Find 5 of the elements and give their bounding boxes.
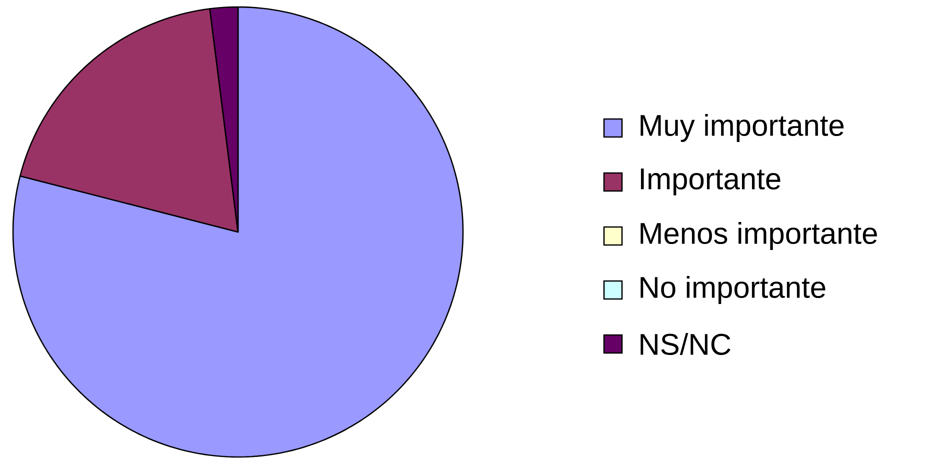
legend-label: Importante xyxy=(640,168,780,196)
legend-label: NS/NC xyxy=(640,332,730,356)
legend-label: No importante xyxy=(640,276,826,304)
legend-label: Muy importante xyxy=(640,114,844,142)
legend-label: Menos importante xyxy=(640,222,877,250)
